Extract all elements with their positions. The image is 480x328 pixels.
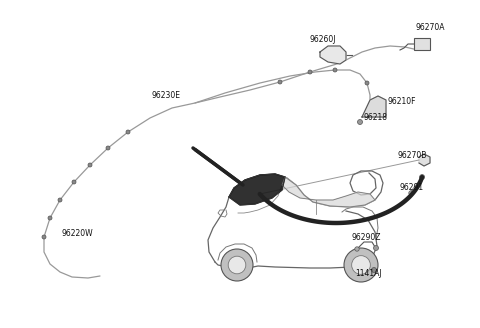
- Circle shape: [228, 256, 246, 274]
- Text: 96218: 96218: [364, 113, 388, 122]
- Text: 96291: 96291: [399, 183, 423, 193]
- Circle shape: [278, 80, 282, 84]
- Polygon shape: [229, 174, 285, 205]
- Circle shape: [373, 245, 379, 251]
- Text: 96230E: 96230E: [151, 92, 180, 100]
- Circle shape: [88, 163, 92, 167]
- Circle shape: [106, 146, 110, 150]
- Text: 96260J: 96260J: [309, 34, 336, 44]
- Text: 96210F: 96210F: [388, 96, 417, 106]
- Circle shape: [221, 249, 253, 281]
- Circle shape: [344, 248, 378, 282]
- Text: 1141AJ: 1141AJ: [355, 270, 382, 278]
- Circle shape: [409, 191, 413, 195]
- Circle shape: [126, 130, 130, 134]
- Polygon shape: [320, 46, 346, 64]
- Polygon shape: [419, 154, 430, 166]
- Circle shape: [42, 235, 46, 239]
- Circle shape: [372, 268, 376, 273]
- Circle shape: [48, 216, 52, 220]
- Circle shape: [352, 256, 371, 274]
- Circle shape: [308, 70, 312, 74]
- Text: 96220W: 96220W: [62, 230, 94, 238]
- Text: 96270A: 96270A: [416, 24, 445, 32]
- Text: 96290Z: 96290Z: [352, 234, 382, 242]
- Text: 96270B: 96270B: [398, 152, 427, 160]
- Circle shape: [333, 68, 337, 72]
- Circle shape: [72, 180, 76, 184]
- Polygon shape: [362, 96, 386, 117]
- Circle shape: [365, 81, 369, 85]
- FancyBboxPatch shape: [414, 38, 430, 50]
- Circle shape: [420, 174, 425, 179]
- Circle shape: [359, 265, 363, 269]
- Polygon shape: [282, 177, 375, 207]
- Circle shape: [358, 119, 362, 125]
- Circle shape: [58, 198, 62, 202]
- Circle shape: [355, 247, 359, 251]
